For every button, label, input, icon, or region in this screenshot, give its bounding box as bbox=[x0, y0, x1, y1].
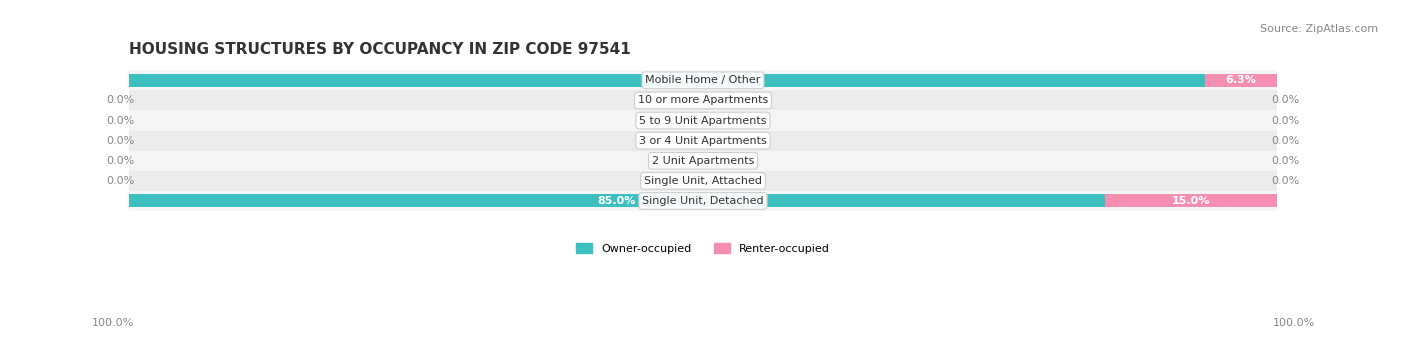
Text: 0.0%: 0.0% bbox=[1271, 136, 1299, 146]
Text: 0.0%: 0.0% bbox=[107, 176, 135, 186]
Text: 0.0%: 0.0% bbox=[107, 136, 135, 146]
Bar bbox=[129, 151, 1277, 171]
Text: 0.0%: 0.0% bbox=[1271, 176, 1299, 186]
Text: 85.0%: 85.0% bbox=[598, 196, 636, 206]
Text: Source: ZipAtlas.com: Source: ZipAtlas.com bbox=[1260, 24, 1378, 34]
Text: 10 or more Apartments: 10 or more Apartments bbox=[638, 95, 768, 105]
Bar bbox=[129, 110, 1277, 131]
Text: 0.0%: 0.0% bbox=[1271, 156, 1299, 166]
Bar bbox=[129, 191, 1277, 211]
Text: Mobile Home / Other: Mobile Home / Other bbox=[645, 75, 761, 85]
Legend: Owner-occupied, Renter-occupied: Owner-occupied, Renter-occupied bbox=[571, 238, 835, 258]
Text: 0.0%: 0.0% bbox=[107, 95, 135, 105]
Bar bbox=[1105, 194, 1277, 208]
Text: 5 to 9 Unit Apartments: 5 to 9 Unit Apartments bbox=[640, 116, 766, 126]
Bar bbox=[1205, 74, 1277, 87]
Text: 100.0%: 100.0% bbox=[1272, 318, 1315, 328]
Bar bbox=[129, 90, 1277, 110]
Bar bbox=[129, 131, 1277, 151]
Text: 0.0%: 0.0% bbox=[107, 156, 135, 166]
Bar bbox=[129, 70, 1277, 90]
Bar bbox=[129, 171, 1277, 191]
Text: 3 or 4 Unit Apartments: 3 or 4 Unit Apartments bbox=[640, 136, 766, 146]
Text: 15.0%: 15.0% bbox=[1171, 196, 1211, 206]
Text: 0.0%: 0.0% bbox=[107, 116, 135, 126]
Text: 0.0%: 0.0% bbox=[1271, 116, 1299, 126]
Text: 93.8%: 93.8% bbox=[648, 75, 686, 85]
Bar bbox=[129, 74, 1206, 87]
Text: HOUSING STRUCTURES BY OCCUPANCY IN ZIP CODE 97541: HOUSING STRUCTURES BY OCCUPANCY IN ZIP C… bbox=[129, 42, 631, 57]
Text: 100.0%: 100.0% bbox=[91, 318, 134, 328]
Bar bbox=[129, 194, 1105, 208]
Text: 6.3%: 6.3% bbox=[1225, 75, 1256, 85]
Text: 2 Unit Apartments: 2 Unit Apartments bbox=[652, 156, 754, 166]
Text: 0.0%: 0.0% bbox=[1271, 95, 1299, 105]
Text: Single Unit, Detached: Single Unit, Detached bbox=[643, 196, 763, 206]
Text: Single Unit, Attached: Single Unit, Attached bbox=[644, 176, 762, 186]
